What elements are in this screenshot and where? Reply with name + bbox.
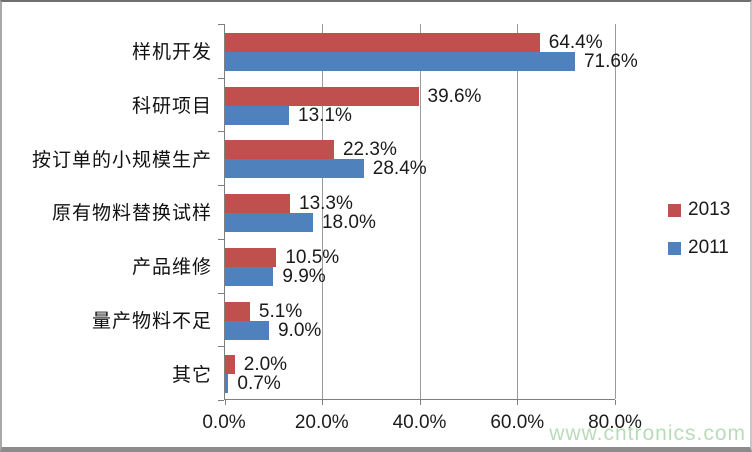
value-label: 10.5% [285,246,340,268]
watermark: www.cntronics.com [549,422,746,445]
bar-2011 [225,320,269,340]
value-label: 9.0% [277,319,322,341]
legend-swatch-icon [668,241,681,255]
value-label: 13.3% [299,193,353,215]
x-tick-label: 80.0% [588,412,642,433]
bar-2011 [225,374,229,394]
x-axis-tick [321,400,323,405]
y-axis-tick [218,400,224,401]
value-label: 0.7% [237,373,281,395]
category-label: 科研项目 [131,96,212,118]
legend-item-2011: 2011 [668,238,730,258]
plot-area: 64.4% 71.6% 39.6% 13.1% 22.3% 28.4% 13.3% 18.0%… [218,24,638,405]
value-label: 28.4% [372,158,427,180]
value-label: 13.1% [298,104,352,126]
value-label: 18.0% [321,212,376,234]
y-axis-tick [218,185,224,187]
y-axis-tick [218,346,224,348]
x-axis-tick [225,400,226,405]
y-axis-tick [218,292,224,294]
value-label: 22.3% [342,139,397,161]
value-label: 9.9% [282,265,326,287]
category-label: 量产物料不足 [91,310,212,332]
value-label: 2.0% [243,354,288,376]
legend-label: 2013 [688,199,731,220]
x-tick-label: 0.0% [202,412,246,433]
x-axis-tick [615,400,616,405]
bar-2011 [225,52,575,71]
category-label: 原有物料替换试样 [51,203,212,225]
bar-2013 [225,247,277,267]
x-tick-label: 60.0% [490,412,545,433]
y-axis-tick [218,77,224,79]
bar-2013 [225,194,290,214]
bar-2013 [225,140,334,160]
gridline [321,24,323,399]
x-tick-label: 40.0% [392,412,447,433]
gridline [615,24,616,399]
value-label: 71.6% [583,51,638,72]
bar-2011 [225,159,364,179]
y-axis-tick [218,238,224,240]
legend-swatch-icon [668,203,681,217]
value-label: 64.4% [548,32,603,53]
category-label: 按订单的小规模生产 [31,149,212,171]
bar-2013 [225,355,235,375]
bar-2013 [225,33,540,52]
bar-2013 [225,86,419,106]
bar-2013 [225,301,250,321]
legend-item-2013: 2013 [668,200,730,220]
category-label: 其它 [171,364,212,386]
gridline [517,24,519,399]
x-tick-label: 20.0% [294,412,349,433]
value-label: 39.6% [427,85,482,107]
legend: 2013 2011 [668,200,730,276]
category-label: 产品维修 [131,257,212,279]
gridline [419,24,421,399]
bar-2011 [225,266,274,286]
bar-2011 [225,213,313,233]
legend-label: 2011 [688,237,729,258]
x-axis-tick [419,400,421,405]
x-axis-tick [517,400,519,405]
category-label: 样机开发 [131,42,212,64]
value-label: 5.1% [258,300,303,322]
y-axis-tick [218,131,224,133]
y-axis-tick [218,24,224,25]
bar-2011 [225,105,290,125]
